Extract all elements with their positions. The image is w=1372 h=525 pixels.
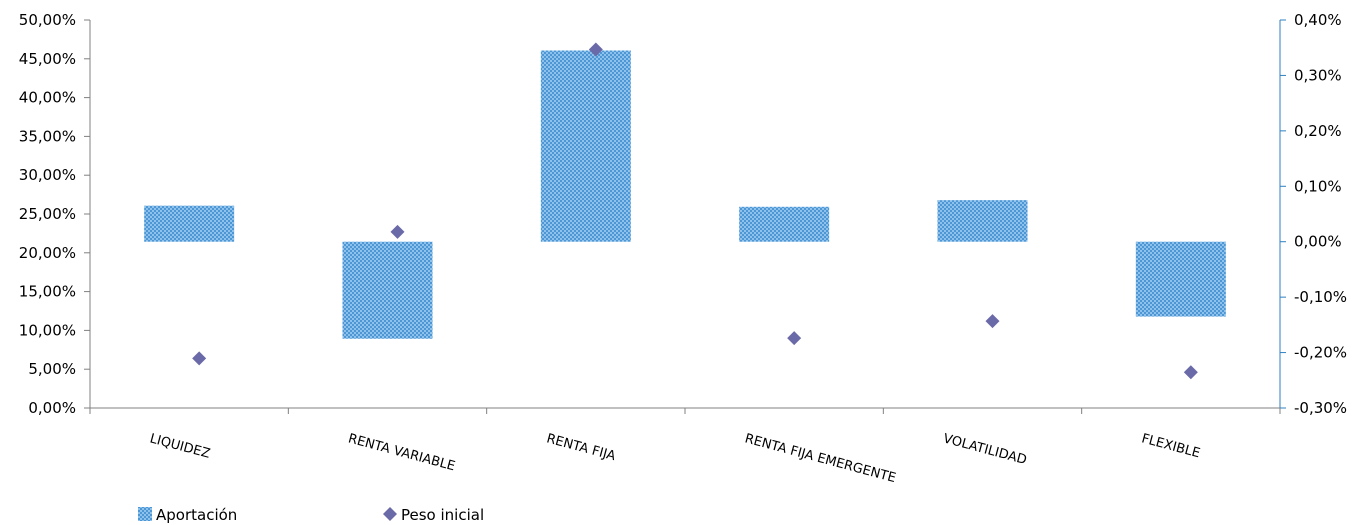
- point-peso-inicial: [986, 314, 1000, 328]
- plot-area: 0,00% 5,00% 10,00% 15,00% 20,00% 25,00% 30,00%…: [19, 11, 1347, 486]
- left-axis-tick-label: 35,00%: [19, 127, 76, 145]
- left-axis-tick-label: 20,00%: [19, 244, 76, 262]
- bar-aportacion: [739, 207, 829, 242]
- category-label: RENTA FIJA: [545, 431, 617, 464]
- left-axis-tick-label: 50,00%: [19, 11, 76, 29]
- bar-aportacion: [1136, 242, 1226, 317]
- legend-peso-inicial-label: Peso inicial: [401, 506, 484, 524]
- right-axis-tick-label: 0,00%: [1294, 233, 1342, 251]
- right-axis-tick-label: 0,30%: [1294, 66, 1342, 84]
- right-axis-tick-label: 0,20%: [1294, 122, 1342, 140]
- left-axis-tick-label: 45,00%: [19, 50, 76, 68]
- right-axis-tick-label: -0,10%: [1294, 288, 1347, 306]
- left-axis-tick-label: 40,00%: [19, 89, 76, 107]
- legend: Aportación Peso inicial: [138, 506, 484, 524]
- bar-aportacion: [343, 242, 433, 339]
- point-peso-inicial: [192, 351, 206, 365]
- point-peso-inicial: [391, 225, 405, 239]
- left-axis-tick-label: 15,00%: [19, 283, 76, 301]
- right-axis-tick-label: -0,20%: [1294, 344, 1347, 362]
- left-axis-tick-label: 25,00%: [19, 205, 76, 223]
- right-axis-tick-label: -0,30%: [1294, 399, 1347, 417]
- legend-aportacion-label: Aportación: [156, 506, 237, 524]
- legend-aportacion-swatch: [138, 507, 152, 521]
- right-axis-tick-label: 0,40%: [1294, 11, 1342, 29]
- left-axis-tick-label: 0,00%: [28, 399, 76, 417]
- left-axis-tick-label: 30,00%: [19, 166, 76, 184]
- right-axis-tick-label: 0,10%: [1294, 177, 1342, 195]
- category-label: RENTA VARIABLE: [346, 431, 456, 474]
- category-label: FLEXIBLE: [1140, 431, 1202, 461]
- left-axis-tick-label: 10,00%: [19, 321, 76, 339]
- category-label: LIQUIDEZ: [148, 431, 212, 462]
- category-label: RENTA FIJA EMERGENTE: [743, 431, 897, 486]
- point-peso-inicial: [1184, 365, 1198, 379]
- bar-aportacion: [938, 200, 1028, 242]
- point-peso-inicial: [787, 331, 801, 345]
- category-label: VOLATILIDAD: [941, 431, 1028, 468]
- bar-aportacion: [541, 50, 631, 241]
- left-axis-tick-label: 5,00%: [28, 360, 76, 378]
- legend-peso-inicial-marker: [383, 507, 397, 521]
- bar-aportacion: [144, 206, 234, 242]
